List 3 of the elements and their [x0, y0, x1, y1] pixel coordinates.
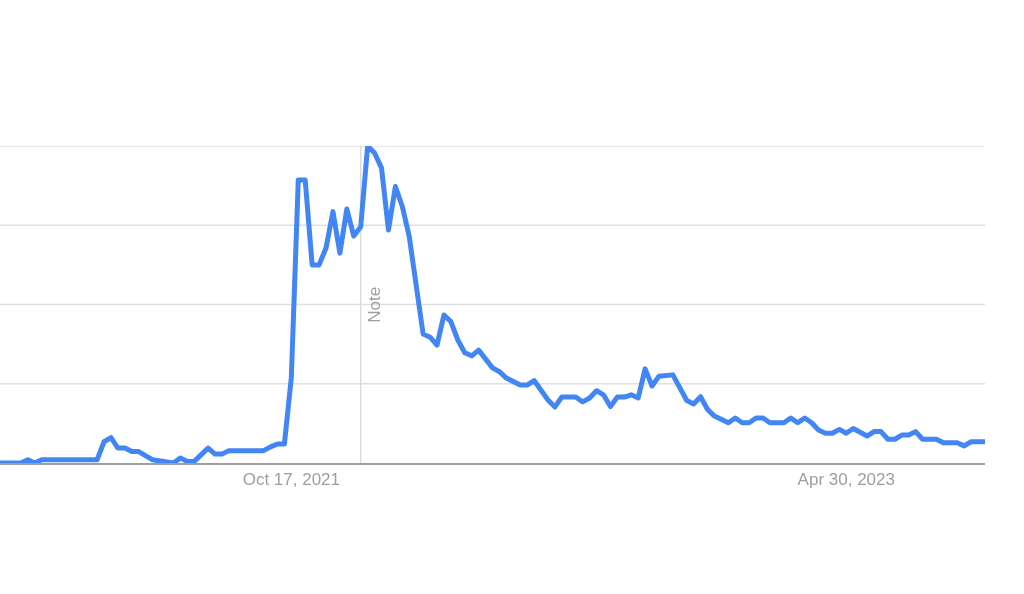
ref-line-label: Note — [364, 286, 384, 323]
x-tick-label: Apr 30, 2023 — [797, 470, 895, 490]
x-tick-label: Oct 17, 2021 — [242, 470, 341, 490]
